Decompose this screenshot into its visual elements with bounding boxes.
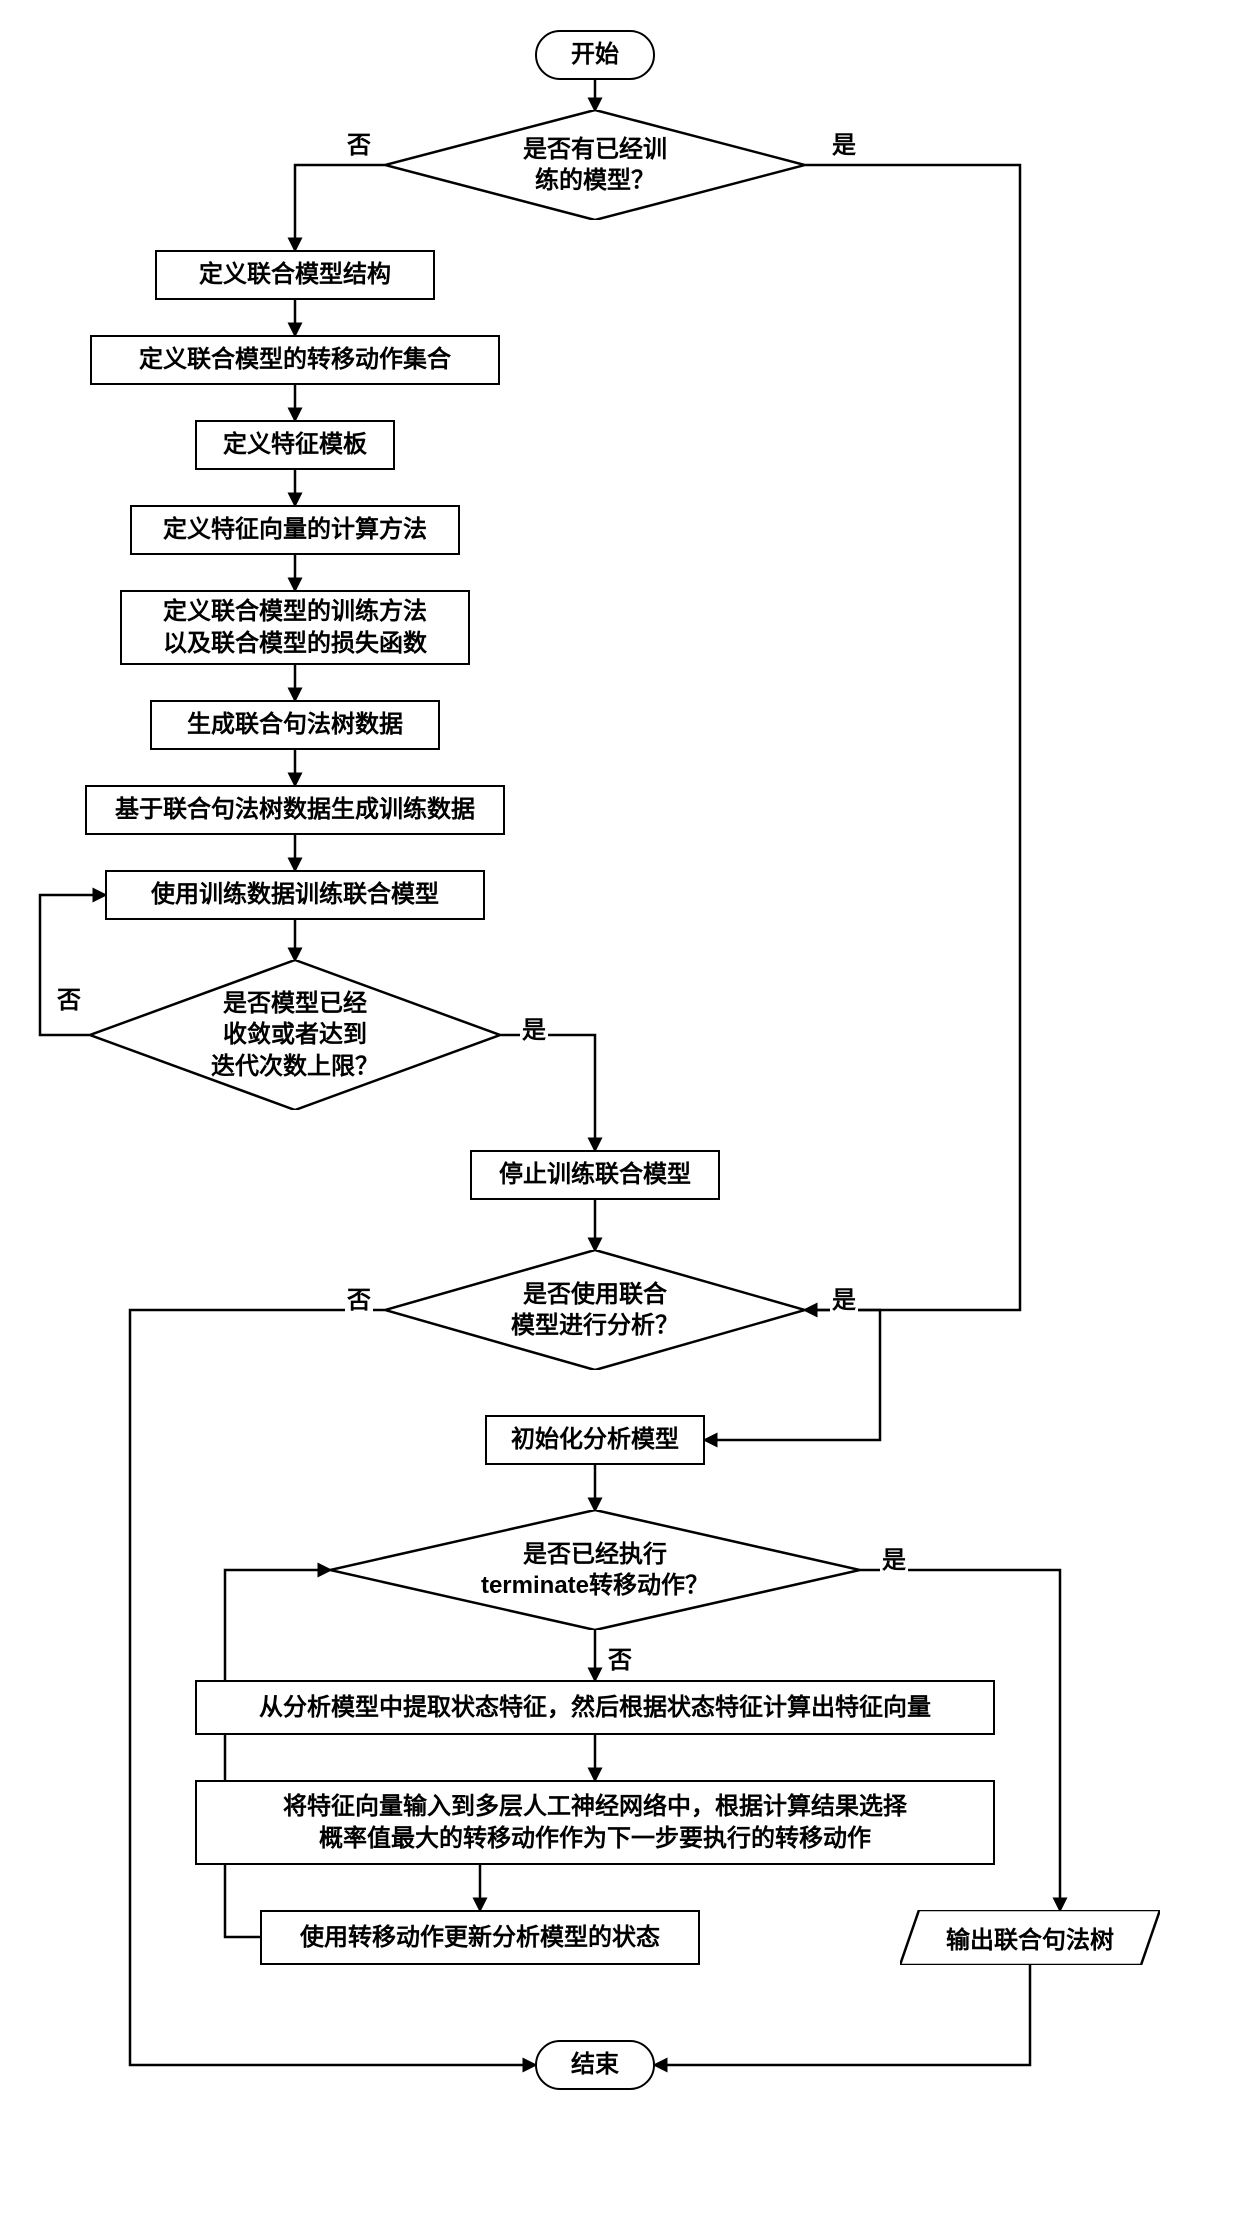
decision-d_converge: 是否模型已经收敛或者达到迭代次数上限？ bbox=[90, 960, 500, 1110]
node-text: 是否已经执行terminate转移动作？ bbox=[451, 1539, 739, 1601]
process-p_struct: 定义联合模型结构 bbox=[155, 250, 435, 300]
edge-label-yes: 是 bbox=[830, 125, 858, 160]
edge bbox=[500, 1035, 595, 1150]
process-p_actions: 定义联合模型的转移动作集合 bbox=[90, 335, 500, 385]
process-p_init: 初始化分析模型 bbox=[485, 1415, 705, 1465]
process-p_update: 使用转移动作更新分析模型的状态 bbox=[260, 1910, 700, 1965]
node-text: 是否模型已经收敛或者达到迭代次数上限？ bbox=[181, 988, 409, 1082]
decision-d_terminate: 是否已经执行terminate转移动作？ bbox=[330, 1510, 860, 1630]
process-p_extract: 从分析模型中提取状态特征，然后根据状态特征计算出特征向量 bbox=[195, 1680, 995, 1735]
edge bbox=[805, 165, 1020, 1310]
terminal-start: 开始 bbox=[535, 30, 655, 80]
terminal-end: 结束 bbox=[535, 2040, 655, 2090]
io-io_output: 输出联合句法树 bbox=[900, 1910, 1160, 1965]
process-p_vector: 定义特征向量的计算方法 bbox=[130, 505, 460, 555]
process-p_template: 定义特征模板 bbox=[195, 420, 395, 470]
process-p_train: 使用训练数据训练联合模型 bbox=[105, 870, 485, 920]
edge-label-yes: 是 bbox=[830, 1280, 858, 1315]
node-text: 是否有已经训练的模型？ bbox=[493, 134, 697, 196]
process-p_gentree: 生成联合句法树数据 bbox=[150, 700, 440, 750]
node-text: 输出联合句法树 bbox=[946, 1920, 1114, 1955]
node-text: 是否使用联合模型进行分析？ bbox=[481, 1279, 709, 1341]
process-p_loss: 定义联合模型的训练方法以及联合模型的损失函数 bbox=[120, 590, 470, 665]
edge bbox=[225, 1570, 330, 1937]
decision-d_analyze: 是否使用联合模型进行分析？ bbox=[385, 1250, 805, 1370]
process-p_stoptrain: 停止训练联合模型 bbox=[470, 1150, 720, 1200]
decision-d_trained: 是否有已经训练的模型？ bbox=[385, 110, 805, 220]
edge bbox=[295, 165, 385, 250]
edge-label-no: 否 bbox=[345, 1280, 373, 1315]
process-p_gentrain: 基于联合句法树数据生成训练数据 bbox=[85, 785, 505, 835]
flowchart-canvas: 开始是否有已经训练的模型？ 定义联合模型结构定义联合模型的转移动作集合定义特征模板… bbox=[0, 0, 1240, 2227]
process-p_nn: 将特征向量输入到多层人工神经网络中，根据计算结果选择概率值最大的转移动作作为下一… bbox=[195, 1780, 995, 1865]
edge-label-yes: 是 bbox=[520, 1010, 548, 1045]
edge bbox=[655, 1965, 1030, 2065]
edge-label-yes: 是 bbox=[880, 1540, 908, 1575]
edge-label-no: 否 bbox=[345, 125, 373, 160]
edge-label-no: 否 bbox=[606, 1640, 634, 1675]
edge-label-no: 否 bbox=[55, 980, 83, 1015]
